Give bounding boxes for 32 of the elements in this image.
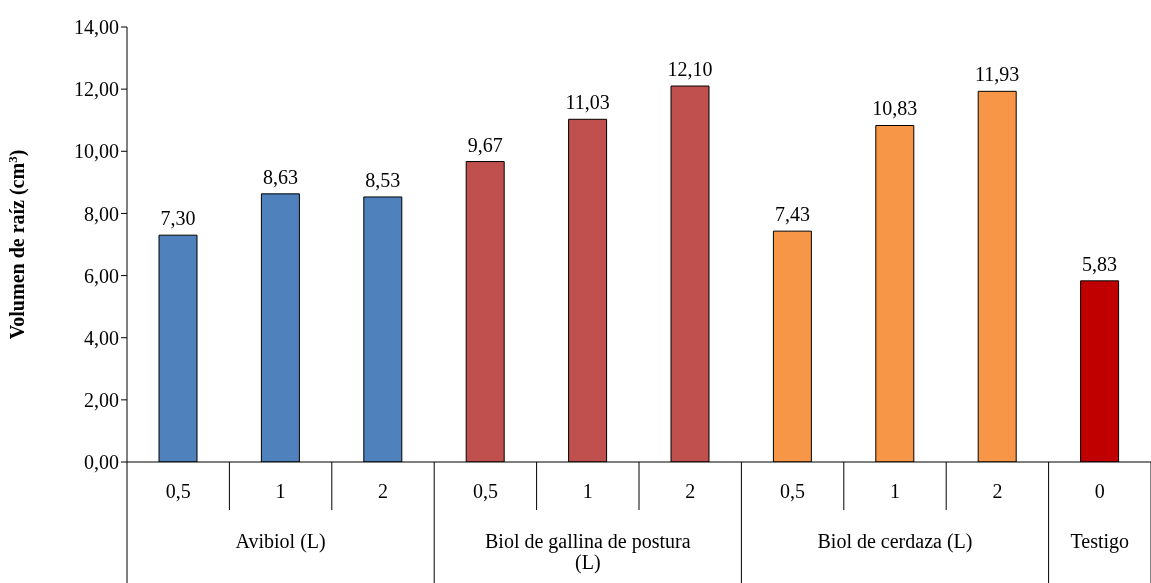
- y-tick-label: 14,00: [74, 16, 119, 39]
- x-tick-label: 0: [1094, 480, 1105, 502]
- data-label: 10,83: [872, 97, 918, 120]
- data-label: 7,43: [774, 203, 810, 226]
- y-tick-label: 4,00: [84, 326, 119, 349]
- x-tick-label: 2: [992, 480, 1003, 502]
- x-tick-label: 2: [378, 480, 388, 502]
- y-tick-label: 2,00: [84, 388, 119, 411]
- y-tick-label: 8,00: [84, 202, 119, 225]
- data-label: 5,83: [1082, 252, 1118, 275]
- y-tick-label: 6,00: [84, 264, 119, 287]
- data-label: 9,67: [467, 133, 503, 156]
- x-tick-label: 1: [582, 480, 593, 502]
- data-label: 8,63: [262, 165, 298, 188]
- y-tick-label: 10,00: [74, 140, 119, 163]
- x-tick-label: 0,5: [472, 480, 498, 502]
- data-label: 7,30: [160, 207, 196, 230]
- data-label: 8,53: [365, 168, 401, 191]
- y-tick-label: 12,00: [74, 78, 119, 101]
- x-tick-label: 2: [685, 480, 696, 502]
- text: Biol de gallina de postura (L): [485, 530, 691, 574]
- y-tick-label: 0,00: [84, 451, 119, 474]
- x-tick-label: 0,5: [780, 480, 806, 502]
- x-tick-label: 1: [275, 480, 286, 502]
- data-label: 11,03: [565, 91, 610, 114]
- data-label: 12,10: [667, 58, 713, 81]
- data-label: 11,93: [975, 63, 1020, 86]
- text: Avibiol (L): [235, 530, 326, 553]
- x-tick-label: 0,5: [165, 480, 191, 502]
- text: Testigo: [1070, 530, 1130, 553]
- x-tick-label: 1: [890, 480, 900, 502]
- text: Biol de cerdaza (L): [817, 530, 973, 553]
